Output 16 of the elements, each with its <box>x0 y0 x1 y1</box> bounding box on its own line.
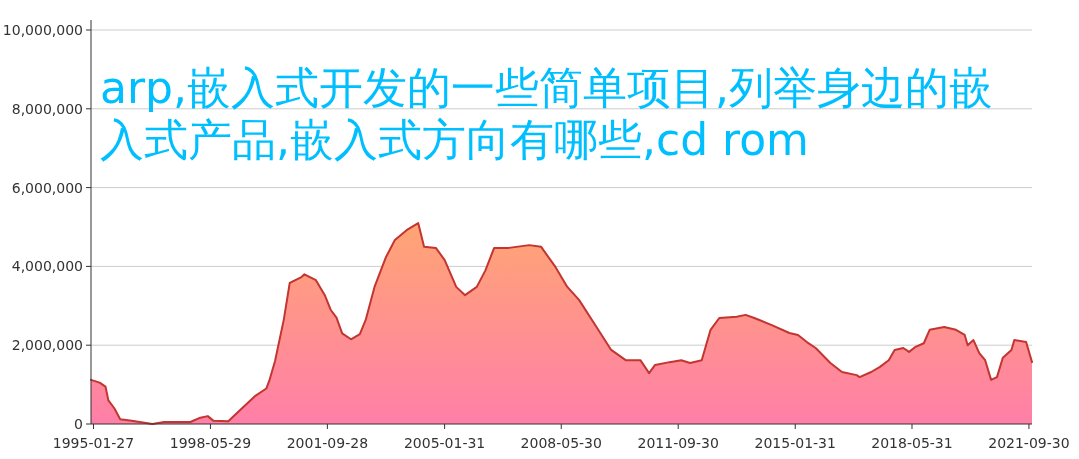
x-tick-label: 2008-05-30 <box>520 435 602 451</box>
x-tick-label: 1995-01-27 <box>52 435 135 451</box>
y-tick-label: 4,000,000 <box>11 258 83 275</box>
y-tick-label: 2,000,000 <box>11 337 83 354</box>
text: arp,嵌入式开发的一些简单项目,列举身边的嵌入式产品,嵌入式方向有哪些,cd rom <box>100 62 994 166</box>
y-tick-label: 10,000,000 <box>2 22 83 38</box>
x-tick-label: 2001-09-28 <box>286 435 369 451</box>
x-tick-label: 2005-01-31 <box>403 435 486 451</box>
y-tick-label: 8,000,000 <box>11 100 83 117</box>
y-tick-label: 0 <box>74 416 83 432</box>
x-tick-label: 2021-09-30 <box>988 435 1070 451</box>
x-tick-label: 2018-05-31 <box>871 435 953 451</box>
x-tick-label: 2011-09-30 <box>637 435 719 451</box>
y-tick-label: 6,000,000 <box>11 179 83 196</box>
x-tick-label: 1998-05-29 <box>169 435 252 451</box>
x-tick-label: 2015-01-31 <box>754 435 836 451</box>
